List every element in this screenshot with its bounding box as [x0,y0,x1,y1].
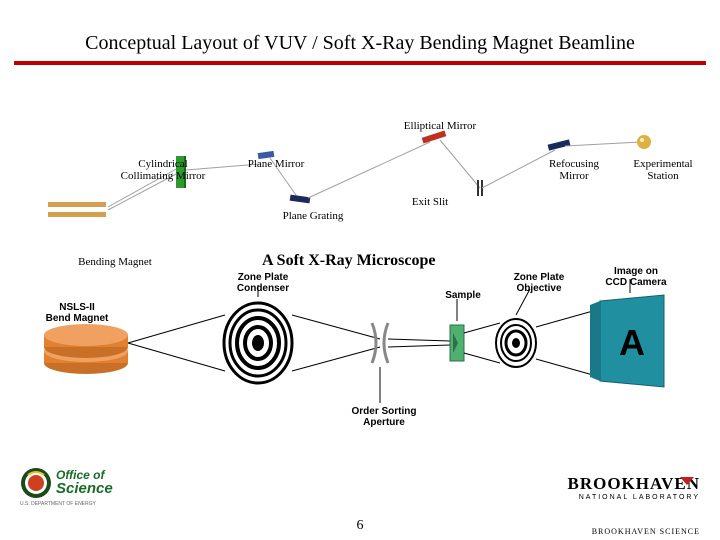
svg-text:BROOKHAVEN: BROOKHAVEN [568,475,701,493]
label-cylindrical-mirror: Cylindrical Collimating Mirror [108,158,218,182]
page-title: Conceptual Layout of VUV / Soft X-Ray Be… [0,0,720,61]
label-exit-slit: Exit Slit [400,196,460,208]
label-experimental-station: Experimental Station [618,158,708,182]
microscope-title: A Soft X-Ray Microscope [262,252,435,270]
page-number: 6 [357,518,364,534]
label-sample: Sample [438,290,488,301]
svg-text:U.S. DEPARTMENT OF ENERGY: U.S. DEPARTMENT OF ENERGY [20,501,97,507]
label-zone-plate-objective: Zone Plate Objective [504,272,574,294]
label-plane-grating: Plane Grating [268,210,358,222]
office-of-science-logo: Office of Science U.S. DEPARTMENT OF ENE… [18,465,148,512]
svg-text:Science: Science [56,480,113,497]
svg-text:A: A [619,322,645,363]
label-plane-mirror: Plane Mirror [236,158,316,170]
footer-right-text: BROOKHAVEN SCIENCE [592,527,700,536]
brookhaven-logo: BROOKHAVEN NATIONAL LABORATORY [532,475,702,510]
label-zone-plate-condenser: Zone Plate Condenser [228,272,298,294]
label-order-sorting: Order Sorting Aperture [344,406,424,428]
label-image-ccd: Image on CCD Camera [596,266,676,288]
label-refocusing-mirror: Refocusing Mirror [534,158,614,182]
svg-text:NATIONAL LABORATORY: NATIONAL LABORATORY [579,494,700,501]
label-bend-magnet: NSLS-II Bend Magnet [42,302,112,324]
label-bending-magnet: Bending Magnet [60,256,170,268]
title-underline [14,61,706,65]
label-elliptical-mirror: Elliptical Mirror [390,120,490,132]
